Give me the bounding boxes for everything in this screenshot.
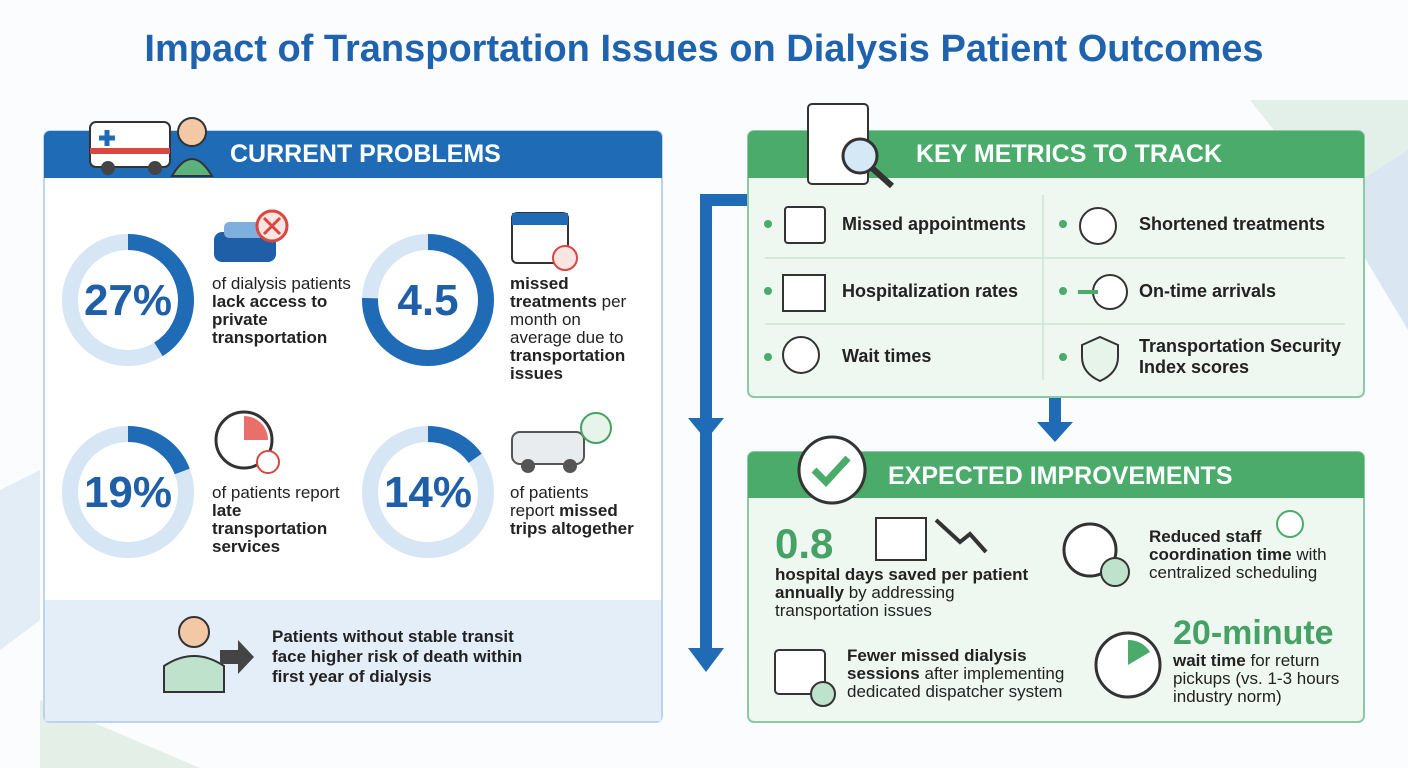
stat-text: missed treatments per month on average d… [510,275,645,383]
improvement-value: 20-minute [1173,614,1334,652]
text: hospital days saved per patient annually [775,565,1029,602]
page-title: Impact of Transportation Issues on Dialy… [144,28,1264,70]
note: Patients without stable transit face hig… [272,627,523,686]
stat-text: of dialysis patients lack access to priv… [212,275,352,347]
metric: On-time arrivals [1139,281,1277,301]
text: after implementing dedicated dispatcher … [847,664,1065,701]
text: by addressing transportation issues [775,583,955,620]
metric: Hospitalization rates [842,281,1019,301]
text: Reduced staff coordination time [1149,527,1292,564]
metric: Transportation Security Index scores [1139,336,1342,377]
improvement-text: Reduced staff coordination time with cen… [1149,528,1339,582]
metric: Missed appointments [842,214,1027,234]
text: lack access to private transportation [212,292,328,347]
text: missed treatments [510,274,597,311]
stat-text: of patients report missed trips altogeth… [510,484,635,538]
stat-value: 4.5 [397,276,459,325]
metric: Wait times [842,346,932,366]
text: transportation issues [510,346,626,383]
stat-value: 19% [83,468,173,517]
text: for return pickups (vs. 1-3 hours indust… [1173,651,1340,706]
text: wait time [1173,651,1246,670]
text: missed trips altogether [510,501,634,538]
panel-title: EXPECTED IMPROVEMENTS [888,462,1233,490]
text: of patients report [212,483,340,502]
text: of dialysis patients [212,274,351,293]
text: of patients report [510,483,589,520]
text: late transportation services [212,501,328,556]
stat-text: of patients report late transportation s… [212,484,342,556]
text: Fewer missed dialysis sessions [847,646,1027,683]
stat-value: 27% [83,276,173,325]
panel-title: CURRENT PROBLEMS [230,140,501,168]
metric: Shortened treatments [1139,214,1326,234]
improvement-text: hospital days saved per patient annually… [775,566,1035,620]
stat-value: 14% [383,468,473,517]
improvement-text: wait time for return pickups (vs. 1-3 ho… [1173,652,1353,706]
text: per month on average due to [510,292,627,347]
panel-title: KEY METRICS TO TRACK [916,140,1223,168]
text: with centralized scheduling [1149,545,1327,582]
improvement-text: Fewer missed dialysis sessions after imp… [847,647,1082,701]
improvement-value: 0.8 [775,520,834,567]
